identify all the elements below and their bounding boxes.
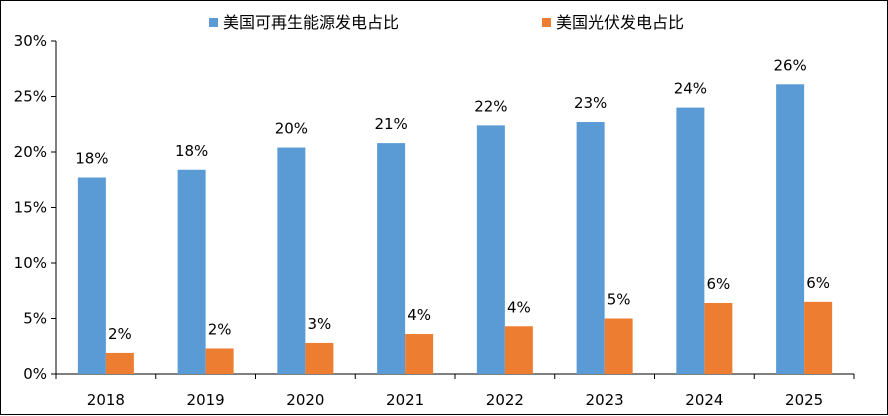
y-tick-label: 20%: [14, 143, 47, 161]
data-label: 21%: [374, 115, 407, 133]
legend-swatch: [209, 18, 218, 27]
data-label: 23%: [574, 94, 607, 112]
y-tick-label: 25%: [14, 88, 47, 106]
x-tick-label: 2018: [87, 391, 125, 409]
bar-solar: [105, 352, 134, 374]
x-tick-label: 2023: [586, 391, 624, 409]
x-tick-label: 2019: [187, 391, 225, 409]
bar-renewable: [177, 169, 206, 374]
data-label: 4%: [507, 298, 531, 316]
x-axis: 2018 2019 2020 2021 2022 2023 2024 2025: [55, 373, 855, 409]
data-label: 26%: [773, 56, 806, 74]
y-tick-label: 0%: [23, 365, 47, 383]
bar-renewable: [576, 122, 605, 374]
data-label: 6%: [706, 275, 730, 293]
bar-solar: [804, 301, 833, 374]
bar-renewable: [676, 107, 705, 374]
legend-label: 美国光伏发电占比: [556, 13, 684, 32]
bar-renewable: [776, 84, 805, 374]
bar-solar: [604, 318, 633, 374]
data-label: 3%: [307, 315, 331, 333]
data-label: 2%: [208, 320, 232, 338]
bar-renewable: [277, 147, 306, 374]
chart-legend: 美国可再生能源发电占比 美国光伏发电占比: [209, 13, 684, 32]
y-tick-label: 15%: [14, 199, 47, 217]
data-label: 20%: [275, 120, 308, 138]
data-label: 4%: [407, 306, 431, 324]
data-label: 22%: [474, 97, 507, 115]
legend-swatch: [542, 18, 551, 27]
x-tick-label: 2025: [785, 391, 823, 409]
data-labels: 18% 2% 18% 2% 20% 3% 21% 4% 22% 4% 23% 5% 24% 6% 26% 6%: [75, 56, 830, 343]
data-label: 6%: [806, 274, 830, 292]
bar-renewable: [476, 125, 505, 374]
y-tick-label: 10%: [14, 254, 47, 272]
bar-solar: [205, 348, 234, 374]
y-tick-label: 30%: [14, 32, 47, 50]
legend-label: 美国可再生能源发电占比: [223, 13, 399, 32]
y-axis: 0% 5% 10% 15% 20% 25% 30%: [14, 32, 57, 383]
x-tick-label: 2022: [486, 391, 524, 409]
data-label: 24%: [674, 80, 707, 98]
bar-solar: [704, 302, 733, 374]
bar-solar: [405, 334, 434, 374]
bar-solar: [305, 342, 334, 374]
x-tick-label: 2020: [286, 391, 324, 409]
data-label: 18%: [75, 150, 108, 168]
bars: [77, 84, 833, 374]
bar-solar: [504, 326, 533, 374]
x-tick-label: 2024: [685, 391, 723, 409]
data-label: 18%: [175, 142, 208, 160]
bar-renewable: [77, 177, 106, 374]
data-label: 5%: [607, 291, 631, 309]
bar-renewable: [377, 143, 406, 374]
x-tick-label: 2021: [386, 391, 424, 409]
data-label: 2%: [108, 325, 132, 343]
y-tick-label: 5%: [23, 310, 47, 328]
